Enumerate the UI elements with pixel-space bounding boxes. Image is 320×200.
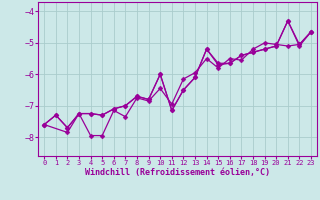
X-axis label: Windchill (Refroidissement éolien,°C): Windchill (Refroidissement éolien,°C) bbox=[85, 168, 270, 177]
